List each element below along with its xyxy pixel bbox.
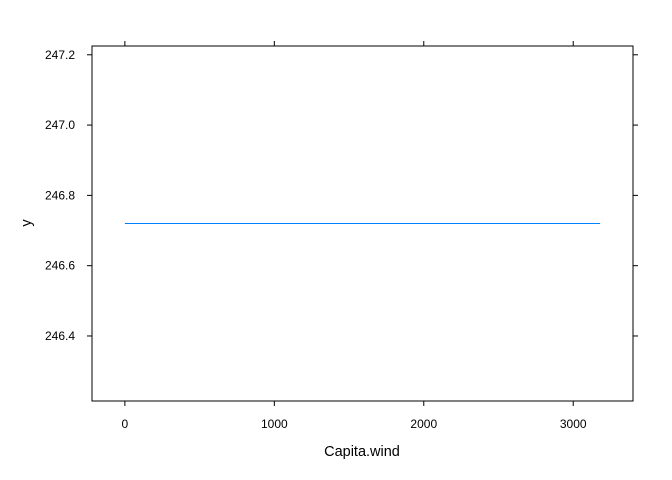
x-tick-label: 1000: [261, 417, 288, 431]
y-tick-label: 246.4: [45, 329, 75, 343]
y-axis-ticks: 246.4 246.6 246.8 247.0 247.2: [45, 48, 638, 343]
x-tick-label: 3000: [560, 417, 587, 431]
x-tick-label: 0: [122, 417, 129, 431]
y-tick-label: 247.2: [45, 48, 75, 62]
y-tick-label: 247.0: [45, 118, 75, 132]
x-axis-ticks: 0 1000 2000 3000: [122, 41, 587, 431]
y-tick-label: 246.8: [45, 188, 75, 202]
x-tick-label: 2000: [410, 417, 437, 431]
y-axis-title: y: [19, 219, 35, 227]
y-tick-label: 246.6: [45, 259, 75, 273]
plot-frame: [91, 45, 634, 402]
x-axis-title: Capita.wind: [324, 444, 400, 460]
